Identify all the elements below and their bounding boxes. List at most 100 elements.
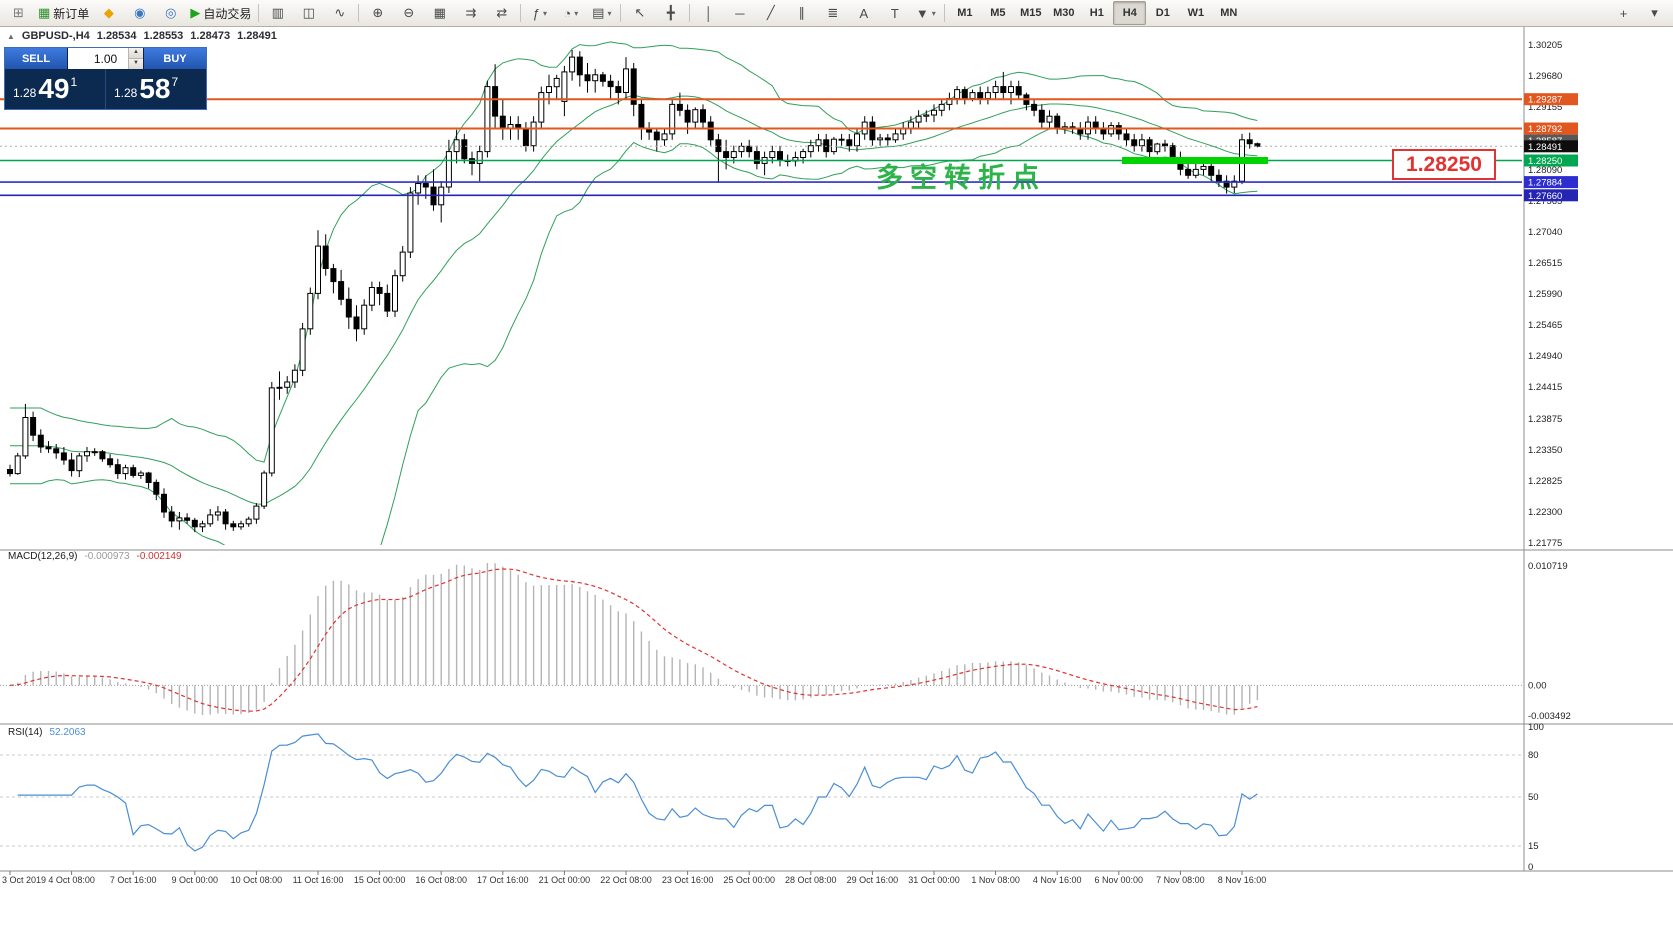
chevron-down-icon[interactable]: ▾: [607, 8, 612, 18]
candle-body: [1031, 103, 1038, 111]
candle-body: [245, 518, 252, 525]
toolbar-add-toolbar[interactable]: +: [1608, 1, 1639, 25]
toolbar-tf-w1[interactable]: W1: [1179, 1, 1212, 25]
sell-price[interactable]: 1.28 49 1: [5, 69, 105, 109]
svg-text:1.22300: 1.22300: [1528, 507, 1562, 518]
tf-m5-label: M5: [990, 7, 1006, 19]
vertical-line-icon: │: [704, 5, 713, 21]
candle-body: [938, 103, 945, 111]
toolbar-zoom-in[interactable]: ⊕: [362, 1, 393, 25]
volume-spin-buttons[interactable]: ▲ ▼: [128, 48, 143, 69]
tf-mn-label: MN: [1220, 7, 1238, 19]
volume-stepper[interactable]: 1.00 ▲ ▼: [67, 48, 144, 69]
candle-body: [846, 139, 853, 147]
candle-body: [207, 514, 214, 525]
candle-body: [30, 417, 37, 436]
toolbar-notifications[interactable]: ◎: [155, 1, 186, 25]
time-label: 10 Oct 08:00: [231, 875, 283, 885]
toolbar-new-order[interactable]: ▦ 新订单: [34, 1, 93, 25]
toolbar-tf-d1[interactable]: D1: [1146, 1, 1179, 25]
autotrading-label: 自动交易: [203, 6, 252, 21]
toolbar-tf-mn[interactable]: MN: [1212, 1, 1245, 25]
toolbar-tf-h1[interactable]: H1: [1080, 1, 1113, 25]
candle-body: [961, 89, 968, 99]
toolbar-tf-m1[interactable]: M1: [948, 1, 981, 25]
candle-body: [191, 519, 198, 528]
svg-text:1.24415: 1.24415: [1528, 382, 1562, 393]
candle-body: [669, 103, 676, 135]
toolbar-arrows[interactable]: ▼ ▾: [910, 1, 941, 25]
candle-body: [830, 138, 837, 153]
candle-body: [1154, 143, 1161, 153]
candle-body: [353, 316, 360, 330]
toolbar-separator: [689, 4, 691, 22]
toolbar-new-chart[interactable]: ⊞: [3, 1, 34, 25]
toolbar-tf-m15[interactable]: M15: [1014, 1, 1047, 25]
volume-down-icon[interactable]: ▼: [129, 59, 143, 69]
toolbar-chart-bars[interactable]: ▥: [262, 1, 293, 25]
toolbar-vertical-line[interactable]: │: [693, 1, 724, 25]
chart-area[interactable]: 1.302051.296801.291551.286301.280901.275…: [0, 27, 1673, 951]
candle-body: [268, 387, 275, 474]
candle-body: [37, 434, 44, 448]
toolbar-text-label[interactable]: T: [879, 1, 910, 25]
toolbar-equidistant-channel[interactable]: ∥: [786, 1, 817, 25]
candle-body: [322, 245, 329, 270]
toolbar-cursor[interactable]: ↖: [624, 1, 655, 25]
expand-icon[interactable]: ▲: [7, 31, 15, 41]
add-toolbar-icon: +: [1619, 5, 1628, 21]
time-label: 9 Oct 00:00: [172, 875, 219, 885]
toolbar-fibonacci-retracement[interactable]: ≣: [817, 1, 848, 25]
sell-button[interactable]: SELL: [5, 48, 67, 69]
toolbar-tf-h4[interactable]: H4: [1113, 1, 1147, 25]
toolbar-templates[interactable]: ▤ ▾: [586, 1, 617, 25]
toolbar-autotrading[interactable]: ▶ 自动交易: [186, 1, 255, 25]
candle-body: [1146, 139, 1153, 153]
svg-text:1.29155: 1.29155: [1528, 102, 1562, 113]
chevron-down-icon[interactable]: ▾: [574, 8, 579, 18]
trendline-icon: ╱: [766, 5, 775, 20]
toolbar-auto-scroll[interactable]: ⇉: [455, 1, 486, 25]
toolbar-text[interactable]: A: [848, 1, 879, 25]
toolbar-horizontal-line[interactable]: ─: [724, 1, 755, 25]
templates-icon: ▤: [592, 5, 605, 20]
candle-body: [1046, 115, 1053, 123]
candle-body: [1169, 145, 1176, 158]
candle-body: [392, 275, 398, 312]
buy-button[interactable]: BUY: [144, 48, 206, 69]
candle-body: [1054, 115, 1061, 129]
svg-text:1.28090: 1.28090: [1528, 165, 1562, 176]
candle-body: [907, 121, 914, 129]
toolbar-indicators[interactable]: ƒ ▾: [524, 1, 555, 25]
toolbar-periods[interactable]: ◔ ▾: [555, 1, 586, 25]
toolbar-tile-windows[interactable]: ▦: [424, 1, 455, 25]
time-label: 16 Oct 08:00: [415, 875, 467, 885]
candle-body: [638, 103, 645, 129]
candle-body: [592, 74, 599, 82]
svg-text:-0.003492: -0.003492: [1528, 711, 1571, 722]
toolbar: ⊞ ▦ 新订单 ◆ ◉ ◎ ▶ 自动交易 ▥ ◫ ∿ ⊕ ⊖ ▦ ⇉ ⇄ ƒ ▾ ◔ ▾ ▤ ▾ ↖ ╋ │ ─ ╱ ∥ ≣ A T ▼ ▾ M1…: [0, 0, 1673, 27]
chart-canvas[interactable]: 1.302051.296801.291551.286301.280901.275…: [0, 27, 1673, 951]
toolbar-crosshair[interactable]: ╋: [655, 1, 686, 25]
candle-body: [14, 455, 21, 475]
toolbar-tf-m5[interactable]: M5: [981, 1, 1014, 25]
toolbar-toolbar-more[interactable]: ▾: [1639, 1, 1670, 25]
toolbar-tf-m30[interactable]: M30: [1047, 1, 1080, 25]
toolbar-metaquotes-community[interactable]: ◉: [124, 1, 155, 25]
chevron-down-icon[interactable]: ▾: [931, 8, 936, 18]
buy-price-main: 1.28: [114, 86, 138, 100]
indicators-icon: ƒ: [532, 5, 540, 21]
buy-price[interactable]: 1.28 58 7: [105, 69, 206, 109]
chevron-down-icon[interactable]: ▾: [542, 8, 547, 18]
toolbar-guide[interactable]: ◆: [93, 1, 124, 25]
toolbar-chart-shift[interactable]: ⇄: [486, 1, 517, 25]
volume-up-icon[interactable]: ▲: [129, 48, 143, 59]
time-label: 31 Oct 00:00: [908, 875, 960, 885]
svg-text:1.21775: 1.21775: [1528, 538, 1562, 549]
toolbar-chart-candles[interactable]: ◫: [293, 1, 324, 25]
toolbar-chart-line[interactable]: ∿: [324, 1, 355, 25]
toolbar-zoom-out[interactable]: ⊖: [393, 1, 424, 25]
candle-body: [76, 455, 83, 472]
candle-body: [984, 92, 991, 99]
toolbar-trendline[interactable]: ╱: [755, 1, 786, 25]
